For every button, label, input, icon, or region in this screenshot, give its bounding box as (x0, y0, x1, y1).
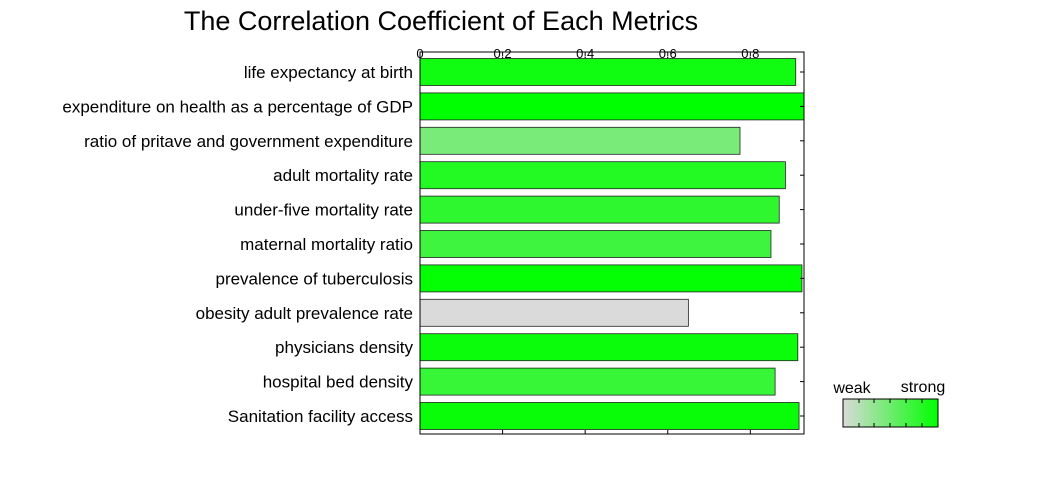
category-label-1: expenditure on health as a percentage of… (62, 97, 413, 116)
category-labels: life expectancy at birth expenditure on h… (62, 63, 413, 426)
bar-7 (419, 298, 689, 327)
color-legend: weak strong (832, 379, 945, 428)
x-tick-label-3: 0.6 (659, 46, 677, 61)
bar-10 (419, 402, 800, 430)
x-tick-label-1: 0.2 (494, 46, 512, 61)
bar-4 (419, 195, 780, 224)
category-label-2: ratio of pritave and government expendit… (84, 132, 413, 151)
plot-frame (419, 51, 805, 435)
bar-6 (419, 264, 803, 293)
legend-strong-label: strong (901, 379, 945, 396)
category-label-9: hospital bed density (263, 373, 414, 392)
legend-weak-label: weak (832, 380, 871, 397)
category-label-7: obesity adult prevalence rate (196, 304, 413, 323)
bar-0 (419, 58, 797, 86)
category-label-4: under-five mortality rate (234, 201, 413, 220)
chart-title: The Correlation Coefficient of Each Metr… (184, 6, 698, 36)
legend-ticks (858, 399, 923, 427)
bars-layer (419, 58, 805, 430)
legend-gradient-bar (842, 398, 939, 428)
bar-8 (419, 333, 799, 362)
bar-5 (419, 230, 772, 258)
bar-2 (419, 126, 741, 155)
category-label-10: Sanitation facility access (228, 407, 413, 426)
category-label-3: adult mortality rate (273, 166, 413, 185)
x-tick-label-2: 0.4 (576, 46, 594, 61)
bar-1 (419, 92, 805, 121)
category-label-8: physicians density (275, 338, 413, 357)
category-label-5: maternal mortality ratio (240, 235, 413, 254)
category-label-6: prevalence of tuberculosis (215, 269, 413, 288)
category-label-0: life expectancy at birth (244, 63, 413, 82)
bar-3 (419, 161, 786, 190)
bar-9 (419, 367, 776, 396)
x-tick-label-4: 0.8 (741, 46, 759, 61)
